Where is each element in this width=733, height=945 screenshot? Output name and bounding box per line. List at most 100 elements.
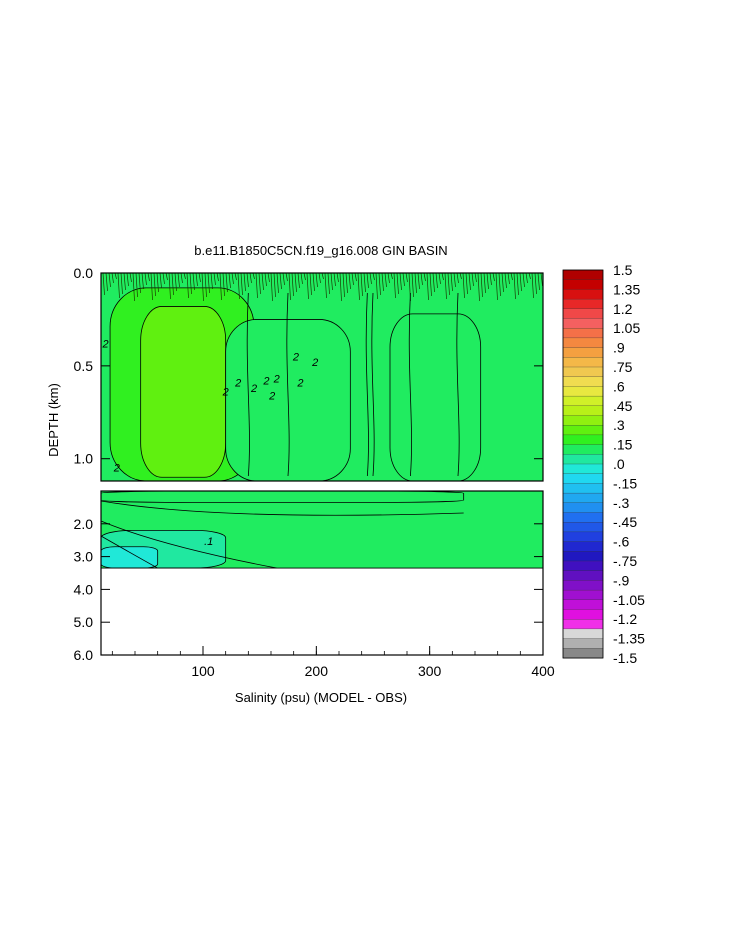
colorbar-swatch <box>562 425 604 436</box>
contour-label: 2 <box>222 387 229 399</box>
contour-line <box>456 292 460 477</box>
colorbar-swatch <box>562 434 604 446</box>
colorbar-label: -1.05 <box>613 592 645 608</box>
colorbar-swatch <box>562 522 604 533</box>
contour-label: 2 <box>296 377 303 389</box>
colorbar-swatch <box>562 570 604 581</box>
upper-region <box>140 306 227 478</box>
y-tick-label: 6.0 <box>74 647 94 663</box>
surface-noise-contours <box>102 272 543 302</box>
colorbar-label: .6 <box>613 378 625 394</box>
contour-label: 2 <box>268 390 275 402</box>
y-tick-label: 4.0 <box>74 581 94 597</box>
colorbar-swatch <box>562 628 604 640</box>
contour-label: 2 <box>250 383 257 395</box>
x-tick-label: 200 <box>305 663 329 679</box>
contour-line <box>100 500 464 516</box>
contour-label: 2 <box>101 338 108 350</box>
upper-region <box>389 313 482 482</box>
colorbar-label: 1.5 <box>613 262 633 278</box>
colorbar-label: -.75 <box>613 553 637 569</box>
colorbar-swatch <box>562 337 604 349</box>
colorbar-swatch <box>562 357 604 368</box>
colorbar-label: -1.5 <box>613 650 637 666</box>
colorbar-label: -.15 <box>613 475 637 491</box>
colorbar-swatch <box>562 589 604 601</box>
colorbar-label: -.6 <box>613 534 630 550</box>
colorbar-swatch <box>562 551 604 562</box>
x-axis-label: Salinity (psu) (MODEL - OBS) <box>235 690 407 705</box>
colorbar-swatch <box>562 289 604 300</box>
colorbar-label: .0 <box>613 456 625 472</box>
colorbar-swatch <box>562 269 604 281</box>
colorbar-swatch <box>562 541 604 552</box>
contour-label: 2 <box>273 374 280 386</box>
colorbar-swatch <box>562 502 604 513</box>
colorbar-swatch <box>562 328 604 339</box>
x-tick-label: 400 <box>531 663 555 679</box>
colorbar-label: .15 <box>613 437 633 453</box>
lower-panel-frame <box>100 490 544 656</box>
contour-line <box>100 520 277 569</box>
colorbar-swatch <box>562 279 604 290</box>
y-tick-label: 3.0 <box>74 549 94 565</box>
colorbar-label: 1.2 <box>613 301 633 317</box>
colorbar-swatch <box>562 473 604 484</box>
colorbar-swatch <box>562 560 604 572</box>
colorbar-swatch <box>562 415 604 426</box>
colorbar-swatch <box>562 483 604 494</box>
colorbar-label: .9 <box>613 340 625 356</box>
colorbar-swatch <box>562 376 604 387</box>
colorbar-swatch <box>562 609 604 620</box>
lower-region <box>100 490 465 503</box>
upper-panel-frame <box>100 272 544 482</box>
colorbar-swatch <box>562 512 604 523</box>
colorbar-label: -.9 <box>613 572 630 588</box>
colorbar-swatch <box>562 308 604 319</box>
y-tick-label: 2.0 <box>74 516 94 532</box>
colorbar-label: -1.35 <box>613 631 645 647</box>
lower-panel: .1 2.0 3.0 4.0 5.0 6.0 <box>74 490 544 663</box>
colorbar-frame <box>562 269 604 659</box>
colorbar-label: .3 <box>613 417 625 433</box>
contour-label: 2 <box>262 375 269 387</box>
x-tick-label: 100 <box>191 663 215 679</box>
y-axis-label: DEPTH (km) <box>46 383 61 457</box>
y-tick-label: 0.0 <box>74 265 94 281</box>
colorbar-swatch <box>562 298 604 310</box>
colorbar: 1.5 1.35 1.2 1.05 .9 .75 .6 .45 .3 .15 .0 -.15 -.3 -.… <box>562 262 645 666</box>
colorbar-swatch <box>562 463 604 475</box>
contour-label: 2 <box>234 377 241 389</box>
y-tick-label: 5.0 <box>74 614 94 630</box>
x-tick-label: 300 <box>418 663 442 679</box>
contour-label: 2 <box>113 463 120 475</box>
contour-label: 2 <box>292 351 299 363</box>
colorbar-swatch <box>562 395 604 407</box>
colorbar-label: -1.2 <box>613 611 637 627</box>
colorbar-swatch <box>562 619 604 630</box>
colorbar-label: -.3 <box>613 495 630 511</box>
colorbar-swatch <box>562 531 604 543</box>
contour-line <box>246 292 250 477</box>
contour-line <box>408 292 412 477</box>
colorbar-label: .45 <box>613 398 633 414</box>
lower-region <box>100 546 159 569</box>
colorbar-swatch <box>562 580 604 591</box>
colorbar-swatch <box>562 454 604 465</box>
colorbar-swatch <box>562 444 604 455</box>
contour-line <box>371 292 375 477</box>
colorbar-label: -.45 <box>613 514 637 530</box>
contour-label: 2 <box>311 357 318 369</box>
contour-line <box>365 292 369 477</box>
y-tick-label: 0.5 <box>74 358 94 374</box>
colorbar-label: 1.05 <box>613 320 640 336</box>
colorbar-swatch <box>562 318 604 329</box>
colorbar-swatch <box>562 405 604 416</box>
colorbar-swatch <box>562 648 604 659</box>
chart-title: b.e11.B1850C5CN.f19_g16.008 GIN BASIN <box>194 243 447 258</box>
colorbar-swatch <box>562 347 604 358</box>
contour-line <box>286 292 290 477</box>
contour-line <box>100 535 158 569</box>
